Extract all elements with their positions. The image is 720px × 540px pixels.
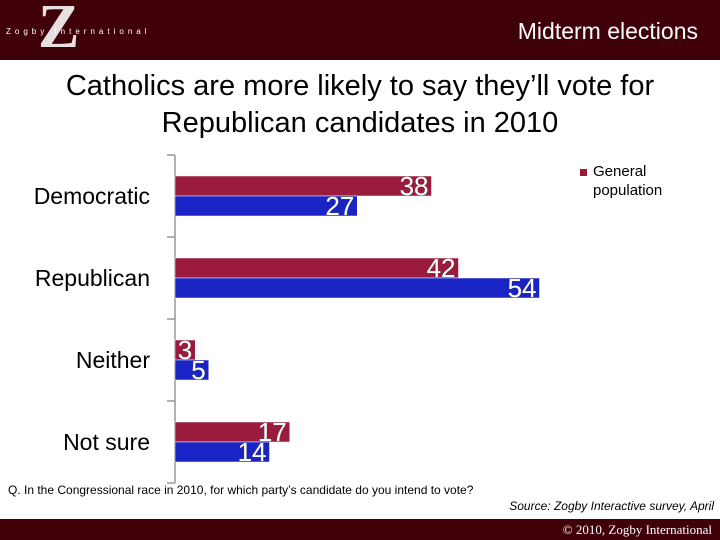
source-note: Source: Zogby Interactive survey, April (509, 499, 714, 513)
legend-swatch-general-population (580, 169, 587, 176)
bar-value-label: 38 (400, 171, 429, 201)
bar-value-label: 3 (178, 335, 192, 365)
bar-value-label: 14 (238, 437, 267, 467)
slide-title-line1: Catholics are more likely to say they’ll… (65, 70, 655, 102)
bar-catholics (174, 277, 540, 299)
bar-catholics (174, 441, 270, 463)
slide-title: Catholics are more likely to say they’ll… (0, 68, 720, 142)
bar-general-population (174, 257, 459, 279)
bar-general-population (174, 175, 432, 197)
logo-letter: Z (38, 0, 80, 61)
header-bar: Z Zogby International Midterm elections (0, 0, 720, 60)
bar-value-label: 5 (191, 355, 205, 385)
bar-value-label: 54 (508, 273, 537, 303)
category-label: Republican (35, 265, 150, 291)
slide-title-line2: Republican candidates in 2010 (161, 107, 559, 139)
category-label: Not sure (63, 429, 150, 455)
bar-value-label: 27 (325, 191, 354, 221)
logo-text: Zogby International (6, 27, 151, 36)
legend-label-general-population: General population (593, 163, 663, 199)
header-title: Midterm elections (517, 18, 698, 44)
category-label: Neither (76, 347, 150, 373)
bar-catholics (174, 195, 358, 217)
copyright: © 2010, Zogby International (562, 522, 712, 537)
survey-question: Q. In the Congressional race in 2010, fo… (8, 483, 474, 497)
footer-bar: © 2010, Zogby International (0, 519, 720, 540)
category-label: Democratic (34, 183, 150, 209)
bar-catholics (174, 359, 209, 381)
